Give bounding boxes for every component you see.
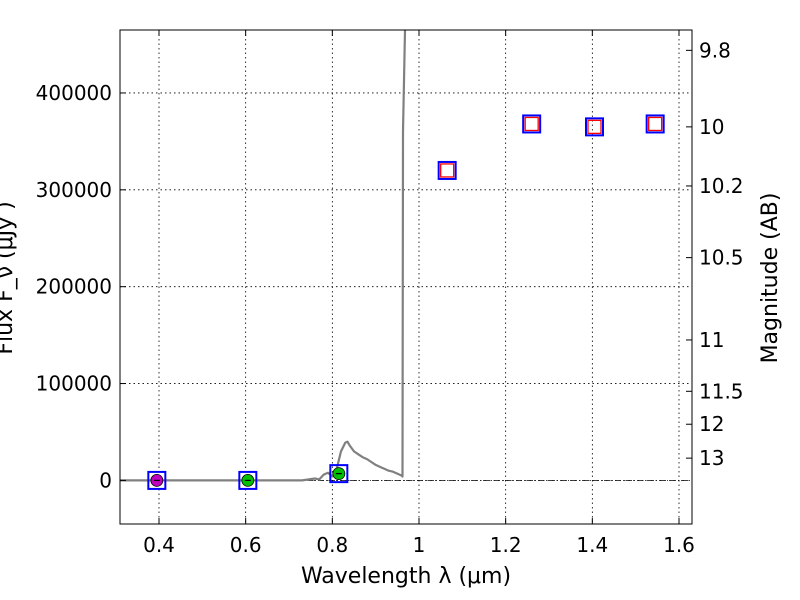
y-tick-label: 0	[99, 468, 112, 492]
y-tick-label: 200000	[36, 275, 112, 299]
x-tick-label: 1.2	[490, 533, 522, 557]
y-axis-label: Flux F_ν (μJy )	[0, 201, 18, 354]
y-tick-labels: 0 100000 200000 300000 400000	[36, 81, 112, 492]
data-point-square-blue	[329, 464, 349, 484]
tick-marks	[120, 30, 692, 524]
x-tick-label: 0.4	[143, 533, 175, 557]
plot-frame	[119, 29, 693, 525]
right-tick-label: 10.2	[699, 174, 744, 198]
right-tick-labels: 9.8 10 10.2 10.5 11 11.5 12 13	[699, 38, 744, 470]
x-tick-label: 1	[413, 533, 426, 557]
data-point-square-blue	[585, 117, 604, 137]
data-point-square-red	[524, 116, 539, 132]
spectrum-line	[120, 30, 407, 482]
x-tick-labels: 0.4 0.6 0.8 1 1.2 1.4 1.6	[143, 533, 695, 557]
data-point-square-red	[440, 163, 455, 178]
data-point-square-red	[587, 119, 602, 135]
x-tick-label: 0.6	[230, 533, 262, 557]
data-point-square-blue	[437, 160, 457, 180]
right-tick-label: 9.8	[699, 38, 731, 62]
right-tick-label: 12	[699, 412, 724, 436]
right-tick-label: 10.5	[699, 246, 744, 270]
right-axis-label: Magnitude (AB)	[758, 193, 783, 364]
data-point-square-blue	[522, 114, 542, 134]
y-tick-label: 100000	[36, 372, 112, 396]
data-point-square-blue	[645, 114, 665, 134]
x-tick-label: 1.4	[576, 533, 608, 557]
y-tick-label: 400000	[36, 81, 112, 105]
photometry-markers	[147, 114, 665, 490]
x-axis-label: Wavelength λ (μm)	[301, 564, 511, 589]
y-tick-label: 300000	[36, 178, 112, 202]
model-spectrum	[120, 30, 407, 482]
x-tick-label: 1.6	[663, 533, 695, 557]
right-tick-label: 11.5	[699, 379, 744, 403]
right-tick-label: 11	[699, 328, 724, 352]
data-point-square-red	[648, 116, 663, 132]
data-point-square-blue	[147, 470, 167, 490]
right-tick-label: 10	[699, 115, 724, 139]
data-point-square-blue	[238, 470, 258, 490]
right-tick-label: 13	[699, 446, 724, 470]
x-tick-label: 0.8	[316, 533, 348, 557]
